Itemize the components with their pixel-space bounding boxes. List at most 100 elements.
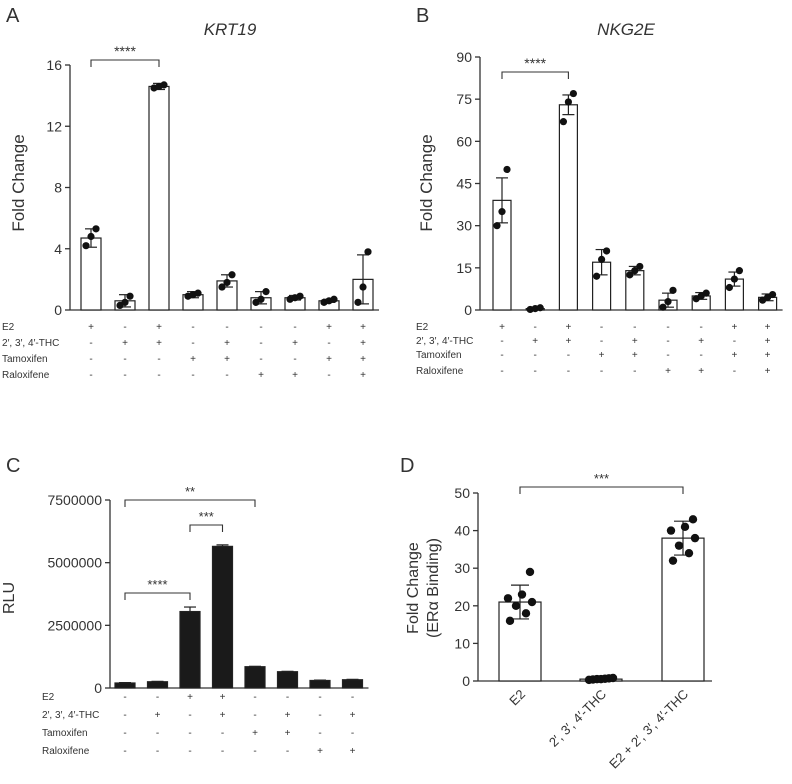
panel-b-condition-sign: - [700,322,703,333]
panel-d: D Fold Change (ERα Binding) 0 10 20 30 40 50 E… [400,455,712,772]
panel-a-data-point [223,278,231,287]
panel-b-y-tick-label: 15 [456,260,472,276]
panel-a-condition-sign: + [190,354,196,365]
panel-a-condition-sign: - [259,338,262,349]
panel-d-data-point [521,609,531,618]
panel-b-data-point [536,304,544,312]
panel-c-condition-sign: - [123,692,126,703]
panel-a-data-point [359,283,367,291]
panel-c-condition-sign: + [220,692,226,703]
panel-b: B NKG2E Fold Change 0 15 30 45 60 75 90 **** E2… [416,5,783,377]
panel-d-ylabel-2: (ERα Binding) [425,538,442,638]
panel-a-data-point [160,81,168,89]
panel-d-category-label: E2 [506,687,528,709]
panel-a-condition-sign: - [89,338,92,349]
panel-d-bar [661,537,705,682]
panel-c-y-tick-label: 0 [94,680,102,696]
panel-a-data-point [296,292,304,300]
panel-a-condition-sign: - [191,322,194,333]
panel-d-data-point [666,526,676,535]
panel-b-condition-sign: + [599,350,605,361]
panel-b-data-point [564,98,573,106]
panel-b-data-point [498,208,506,216]
panel-b-condition-label: Raloxifene [416,366,464,377]
panel-a-condition-sign: + [360,338,366,349]
panel-c-y-tick-label: 7500000 [47,492,102,508]
panel-c-condition-sign: - [188,710,191,721]
panel-c-condition-sign: + [350,746,356,757]
panel-c-condition-sign: - [156,728,159,739]
panel-a-condition-sign: + [326,322,332,333]
panel-b-condition-sign: - [733,366,736,377]
panel-d-data-point [688,515,698,524]
panel-b-condition-sign: + [665,366,671,377]
panel-a-y-tick-label: 0 [54,302,62,318]
panel-a-condition-sign: - [123,354,126,365]
panel-c-condition-sign: - [188,746,191,757]
panel-c-significance-label: **** [147,577,167,592]
panel-b-condition-sign: - [567,366,570,377]
panel-b-condition-sign: - [534,322,537,333]
panel-b-data-point [735,267,744,275]
panel-c-condition-sign: - [123,710,126,721]
panel-c-condition-sign: - [156,746,159,757]
panel-b-condition-sign: + [632,350,638,361]
panel-b-condition-sign: + [731,350,737,361]
panel-a-condition-table: E2 + - + - - - - + +2′, 3′, 4′-THC - + + - + - + - + Tamoxi… [2,322,366,381]
panel-d-data-point [680,522,690,532]
panel-d-data-point [674,541,684,550]
panel-a-condition-sign: - [191,370,194,381]
panel-a-condition-sign: + [292,370,298,381]
panel-a-title: KRT19 [204,20,257,39]
panel-a-condition-label: E2 [2,322,15,333]
panel-c-condition-sign: - [253,710,256,721]
panel-d-data-point [525,567,535,577]
panel-c-condition-sign: + [350,710,356,721]
panel-d-data-point [517,590,527,599]
panel-c-significance-label: *** [199,509,214,524]
panel-b-y-tick-label: 75 [456,91,472,107]
panel-b-y-tick-label: 60 [456,133,472,149]
panel-c-letter: C [6,455,20,477]
panel-b-data-point [503,165,511,174]
panel-a-data-point [354,298,362,306]
panel-b-y-tick-label: 45 [456,176,472,192]
panel-a-data-point [262,288,270,296]
panel-b-data-point [769,290,777,299]
panel-c-condition-sign: - [123,728,126,739]
panel-c-condition-sign: + [285,728,291,739]
panel-b-data-point [725,283,734,292]
panel-a: A KRT19 Fold Change 0 4 8 12 16 **** E2 + - + - - -… [2,5,379,381]
panel-b-data-point [569,89,578,98]
panel-b-data-point [593,272,601,280]
panel-a-data-point [126,292,134,300]
panel-b-data-point [702,289,710,297]
panel-b-significance-bracket [501,71,569,79]
panel-c-condition-sign: - [253,746,256,757]
panel-b-condition-sign: + [565,322,571,333]
panel-d-data-point [684,548,694,558]
panel-c-y-tick-label: 2500000 [47,617,102,633]
panel-b-condition-sign: + [565,336,571,347]
panel-a-condition-sign: + [224,338,230,349]
panel-a-condition-sign: - [327,338,330,349]
panel-d-y-tick-label: 0 [462,673,470,689]
panel-c-condition-sign: - [253,692,256,703]
panel-d-y-tick-label: 40 [454,523,470,539]
panel-c-condition-sign: - [286,746,289,757]
panel-a-condition-sign: + [122,338,128,349]
panel-c-bar [179,610,201,689]
panel-a-condition-sign: - [157,370,160,381]
panel-b-condition-sign: + [731,322,737,333]
panel-a-condition-label: Raloxifene [2,370,50,381]
panel-b-condition-sign: - [700,350,703,361]
panel-b-condition-sign: + [499,322,505,333]
panel-a-condition-sign: - [157,354,160,365]
panel-c-condition-sign: - [123,746,126,757]
panel-b-condition-sign: + [532,336,538,347]
panel-b-y-tick-label: 0 [464,302,472,318]
panel-a-condition-sign: - [191,338,194,349]
panel-b-condition-table: E2 + - + - - - - + +2′, 3′, 4′-THC - + + - + - + - + Tamoxi… [416,322,771,377]
